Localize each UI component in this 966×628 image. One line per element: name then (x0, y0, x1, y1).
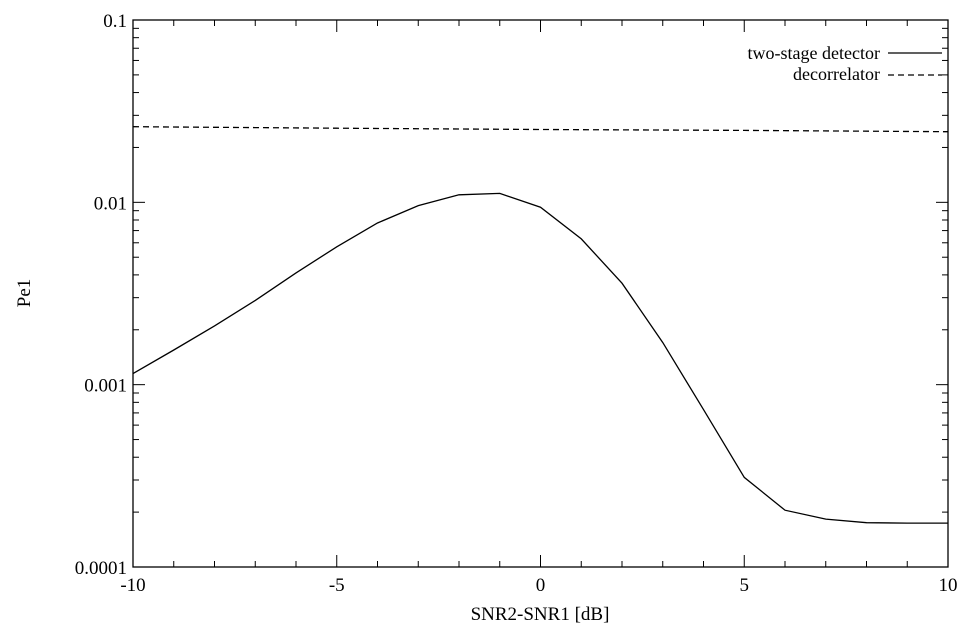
y-tick-label: 0.0001 (75, 558, 127, 579)
axis-ticks (132, 19, 949, 568)
series-layer (132, 126, 949, 524)
legend-label-two-stage-detector: two-stage detector (748, 43, 880, 63)
legend-label-decorrelator: decorrelator (793, 64, 880, 84)
x-axis-title: SNR2-SNR1 [dB] (471, 604, 610, 625)
legend: two-stage detector decorrelator (748, 43, 942, 84)
plot-frame (132, 19, 949, 568)
y-axis-title: Pe1 (14, 279, 35, 308)
y-tick-label: 0.1 (103, 11, 127, 32)
x-tick-label: 0 (536, 575, 546, 596)
series-line-decorrelator (132, 126, 949, 133)
x-tick-label: -10 (120, 575, 145, 596)
x-tick-label: -5 (329, 575, 345, 596)
series-line-two-stage-detector (132, 192, 948, 524)
x-tick-label: 10 (939, 575, 958, 596)
y-tick-label: 0.001 (84, 376, 127, 397)
x-tick-label: 5 (740, 575, 750, 596)
x-tick-labels: -10 -5 0 5 10 (120, 575, 957, 596)
y-tick-labels: 0.0001 0.001 0.01 0.1 (75, 11, 127, 579)
y-tick-label: 0.01 (94, 193, 127, 214)
